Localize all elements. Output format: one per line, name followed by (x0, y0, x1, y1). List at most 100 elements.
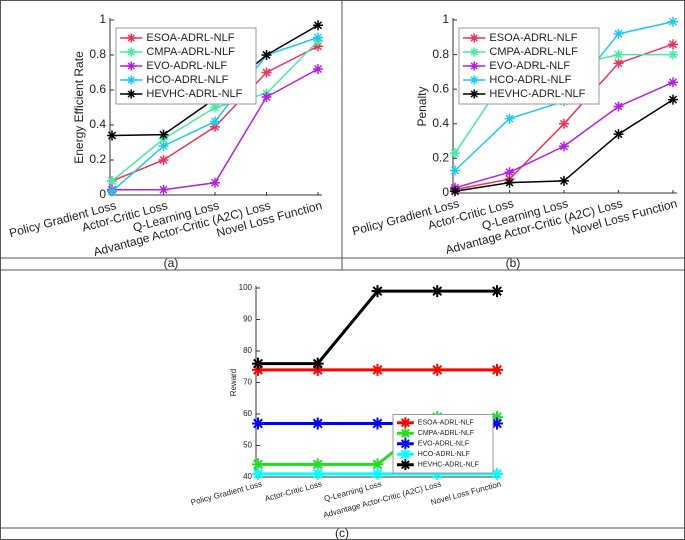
data-point (371, 417, 384, 430)
data-point (252, 357, 264, 370)
legend-marker (126, 33, 136, 43)
legend-label: ESOA-ADRL-NLF (146, 32, 234, 44)
data-point (252, 417, 264, 430)
caption: (b) (506, 256, 521, 270)
legend-label: CMPA-ADRL-NLF (146, 46, 235, 58)
y-tick-label: 70 (243, 378, 252, 387)
data-point (559, 118, 569, 129)
y-tick-label: 0.2 (89, 152, 106, 166)
legend-marker (469, 47, 479, 57)
legend-marker (469, 61, 479, 71)
data-point (158, 184, 169, 195)
legend-marker (126, 47, 136, 57)
x-tick-label: Advantage Actor-Critic (A2C) Loss (322, 479, 442, 519)
data-point (668, 77, 678, 88)
data-point (158, 155, 169, 165)
data-point (668, 49, 678, 60)
data-point (431, 285, 444, 298)
data-point (107, 176, 117, 186)
data-point (504, 113, 515, 124)
data-point (559, 175, 569, 186)
data-point (313, 64, 323, 74)
data-point (613, 49, 624, 60)
data-point (491, 417, 503, 430)
legend-label: CMPA-ADRL-NLF (489, 46, 578, 58)
y-tick-label: 0 (442, 185, 449, 199)
data-point (313, 20, 323, 31)
data-point (261, 92, 272, 102)
legend-label: EVO-ADRL-NLF (146, 60, 227, 72)
legend-label: HCO-ADRL-NLF (146, 74, 228, 86)
data-point (210, 121, 220, 132)
data-point (668, 16, 678, 27)
data-point (311, 467, 324, 480)
data-point (613, 28, 624, 39)
legend-label: CMPA-ADRL-NLF (418, 430, 474, 437)
data-point (107, 130, 117, 141)
legend-label: HEVHC-ADRL-NLF (146, 88, 242, 100)
x-tick-label: Actor-Critic Loss (264, 479, 323, 503)
data-point (613, 129, 624, 140)
data-point (450, 165, 460, 176)
data-point (158, 141, 169, 151)
y-axis-label: Reward (229, 369, 238, 397)
data-point (371, 467, 384, 480)
legend-label: HCO-ADRL-NLF (489, 74, 571, 86)
legend-marker (126, 89, 136, 99)
legend-label: HCO-ADRL-NLF (418, 451, 470, 458)
legend-label: ESOA-ADRL-NLF (418, 420, 474, 427)
y-tick-label: 0.2 (432, 151, 449, 165)
legend-marker (469, 89, 479, 99)
legend-marker (400, 427, 411, 439)
data-point (613, 58, 624, 69)
data-point (450, 148, 460, 159)
y-tick-label: 0.6 (432, 81, 449, 95)
data-point (311, 357, 324, 370)
y-axis-label: Penalty (415, 86, 429, 126)
legend-label: HEVHC-ADRL-NLF (418, 462, 479, 469)
data-point (431, 363, 444, 376)
data-point (261, 50, 272, 60)
data-point (210, 102, 220, 113)
y-tick-label: 0.8 (432, 47, 449, 61)
data-point (491, 285, 503, 298)
data-point (311, 458, 324, 471)
legend-label: EVO-ADRL-NLF (418, 441, 469, 448)
y-tick-label: 60 (243, 409, 252, 418)
legend-label: ESOA-ADRL-NLF (489, 32, 577, 44)
legend-marker (400, 448, 411, 460)
data-point (491, 411, 503, 424)
y-tick-label: 0.8 (89, 47, 106, 61)
data-point (371, 363, 384, 376)
y-tick-label: 0.4 (89, 117, 106, 131)
y-tick-label: 50 (243, 441, 252, 450)
y-axis-label: Energy Efficient Rate (72, 51, 86, 164)
series-line (258, 289, 497, 366)
data-point (491, 467, 503, 480)
data-point (158, 129, 169, 140)
data-point (371, 458, 384, 471)
data-point (252, 467, 264, 480)
data-point (491, 363, 503, 376)
data-point (210, 116, 220, 127)
data-point (431, 467, 444, 480)
legend-marker (400, 438, 411, 450)
data-point (311, 417, 324, 430)
data-point (107, 186, 117, 197)
legend-label: EVO-ADRL-NLF (489, 60, 570, 72)
x-tick-label: Policy Gradient Loss (190, 479, 263, 507)
data-point (668, 39, 678, 50)
y-tick-label: 1 (99, 12, 106, 26)
data-point (668, 94, 678, 105)
legend-marker (469, 75, 479, 85)
y-tick-label: 100 (239, 283, 253, 292)
caption: (a) (164, 256, 179, 270)
legend-marker (126, 61, 136, 71)
y-tick-label: 0 (99, 187, 106, 201)
y-tick-label: 0.6 (89, 82, 106, 96)
legend-marker (126, 75, 136, 85)
legend-marker (400, 459, 411, 471)
y-tick-label: 1 (442, 12, 449, 26)
